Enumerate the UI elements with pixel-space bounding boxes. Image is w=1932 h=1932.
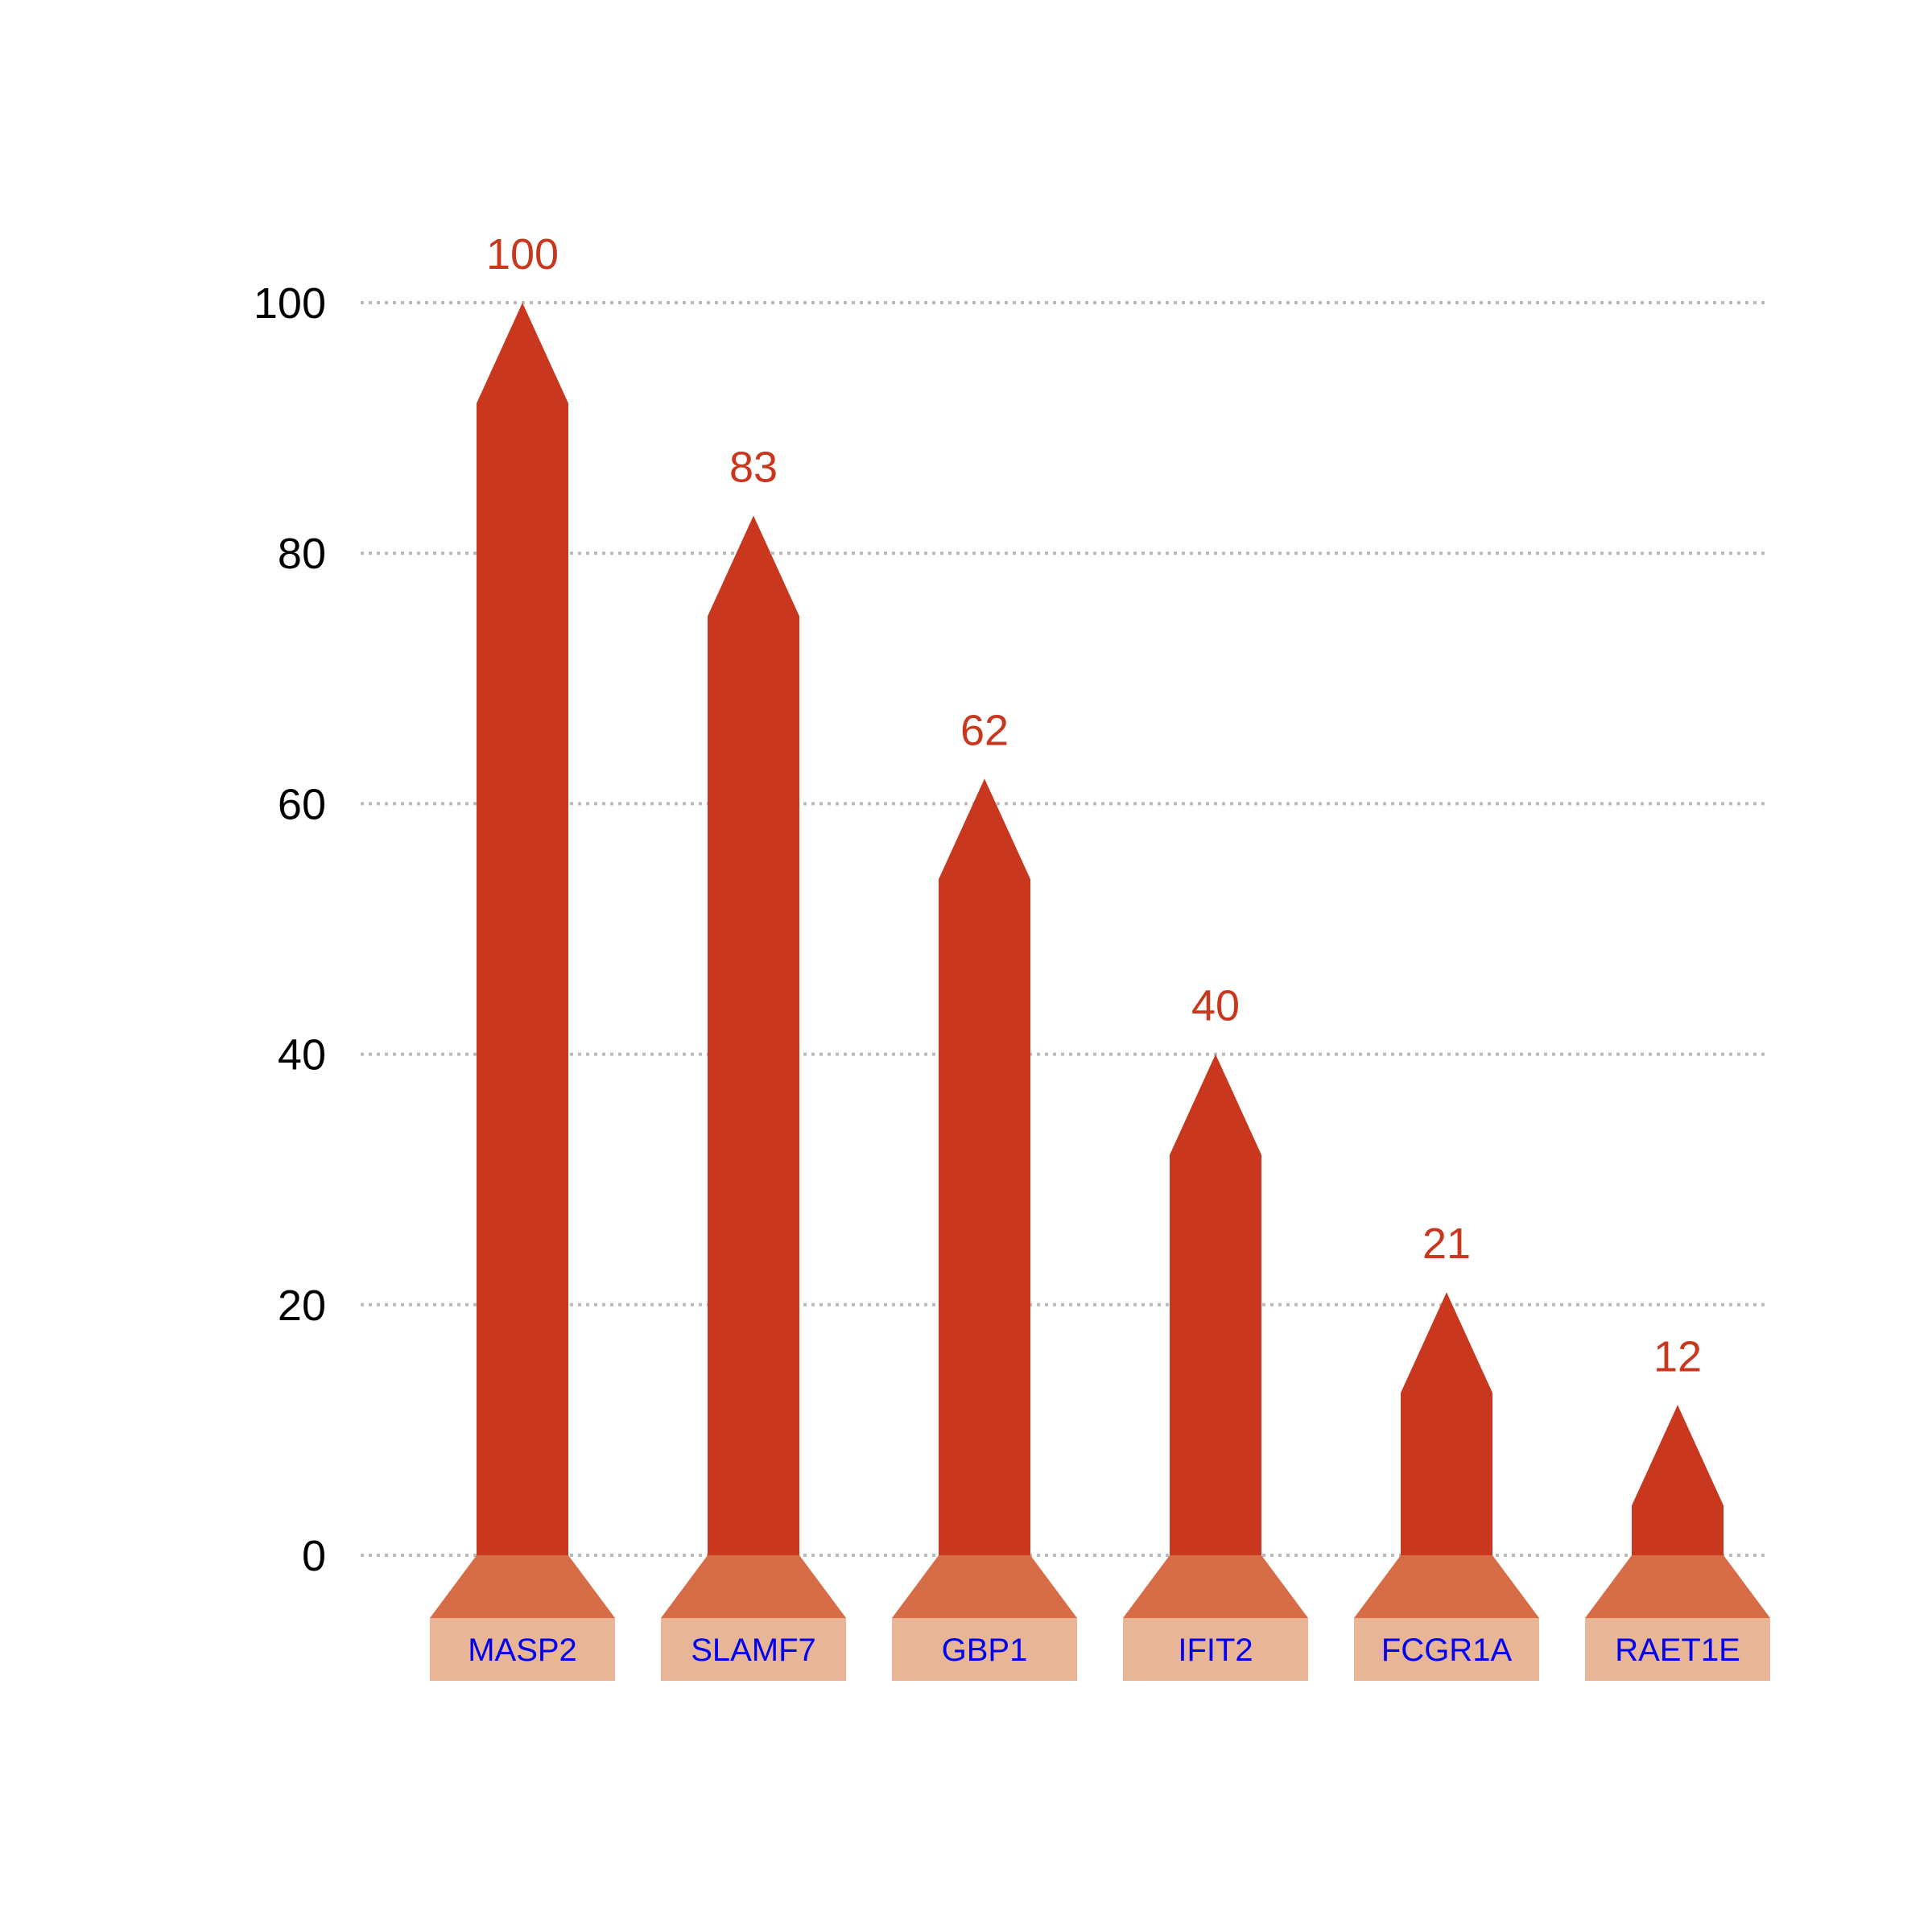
category-label: RAET1E: [1615, 1633, 1740, 1668]
bar: [1401, 1292, 1492, 1555]
category-label-box: [661, 1618, 846, 1681]
value-label: 21: [1422, 1220, 1471, 1268]
y-tick-label: 0: [302, 1532, 326, 1580]
bar-base: [661, 1555, 846, 1618]
bar-base: [1585, 1555, 1770, 1618]
bars: [477, 303, 1724, 1555]
value-labels: 100 83 62 40 21 12: [486, 230, 1702, 1381]
y-tick-label: 60: [278, 780, 326, 828]
category-label-box: [892, 1618, 1077, 1681]
category-label-box: [1354, 1618, 1539, 1681]
category-labels: MASP2 SLAMF7 GBP1 IFIT2 FCGR1A RAET1E: [468, 1633, 1740, 1668]
value-label: 12: [1653, 1332, 1702, 1381]
bar: [1170, 1054, 1261, 1555]
bar: [477, 303, 568, 1555]
category-label: MASP2: [468, 1633, 577, 1668]
category-bases: [430, 1555, 1770, 1681]
bar-base: [1354, 1555, 1539, 1618]
y-tick-label: 100: [254, 279, 326, 328]
category-label-box: [1585, 1618, 1770, 1681]
gridlines: [361, 301, 1767, 1557]
category-label: FCGR1A: [1381, 1633, 1513, 1668]
value-label: 40: [1191, 982, 1240, 1030]
category-label: SLAMF7: [691, 1633, 816, 1668]
bar-base: [430, 1555, 615, 1618]
bar: [708, 515, 799, 1555]
y-tick-label: 80: [278, 530, 326, 578]
category-label: GBP1: [942, 1633, 1028, 1668]
y-tick-label: 20: [278, 1282, 326, 1330]
value-label: 62: [960, 706, 1009, 754]
y-axis-ticks: 0 20 40 60 80 100: [254, 279, 326, 1580]
y-tick-label: 40: [278, 1031, 326, 1080]
bar-base: [1123, 1555, 1308, 1618]
category-label-box: [1123, 1618, 1308, 1681]
value-label: 100: [486, 230, 559, 279]
category-label-box: [430, 1618, 615, 1681]
bar: [939, 778, 1030, 1555]
category-label: IFIT2: [1178, 1633, 1253, 1668]
value-label: 83: [729, 444, 778, 492]
bar-base: [892, 1555, 1077, 1618]
bar: [1632, 1405, 1724, 1555]
